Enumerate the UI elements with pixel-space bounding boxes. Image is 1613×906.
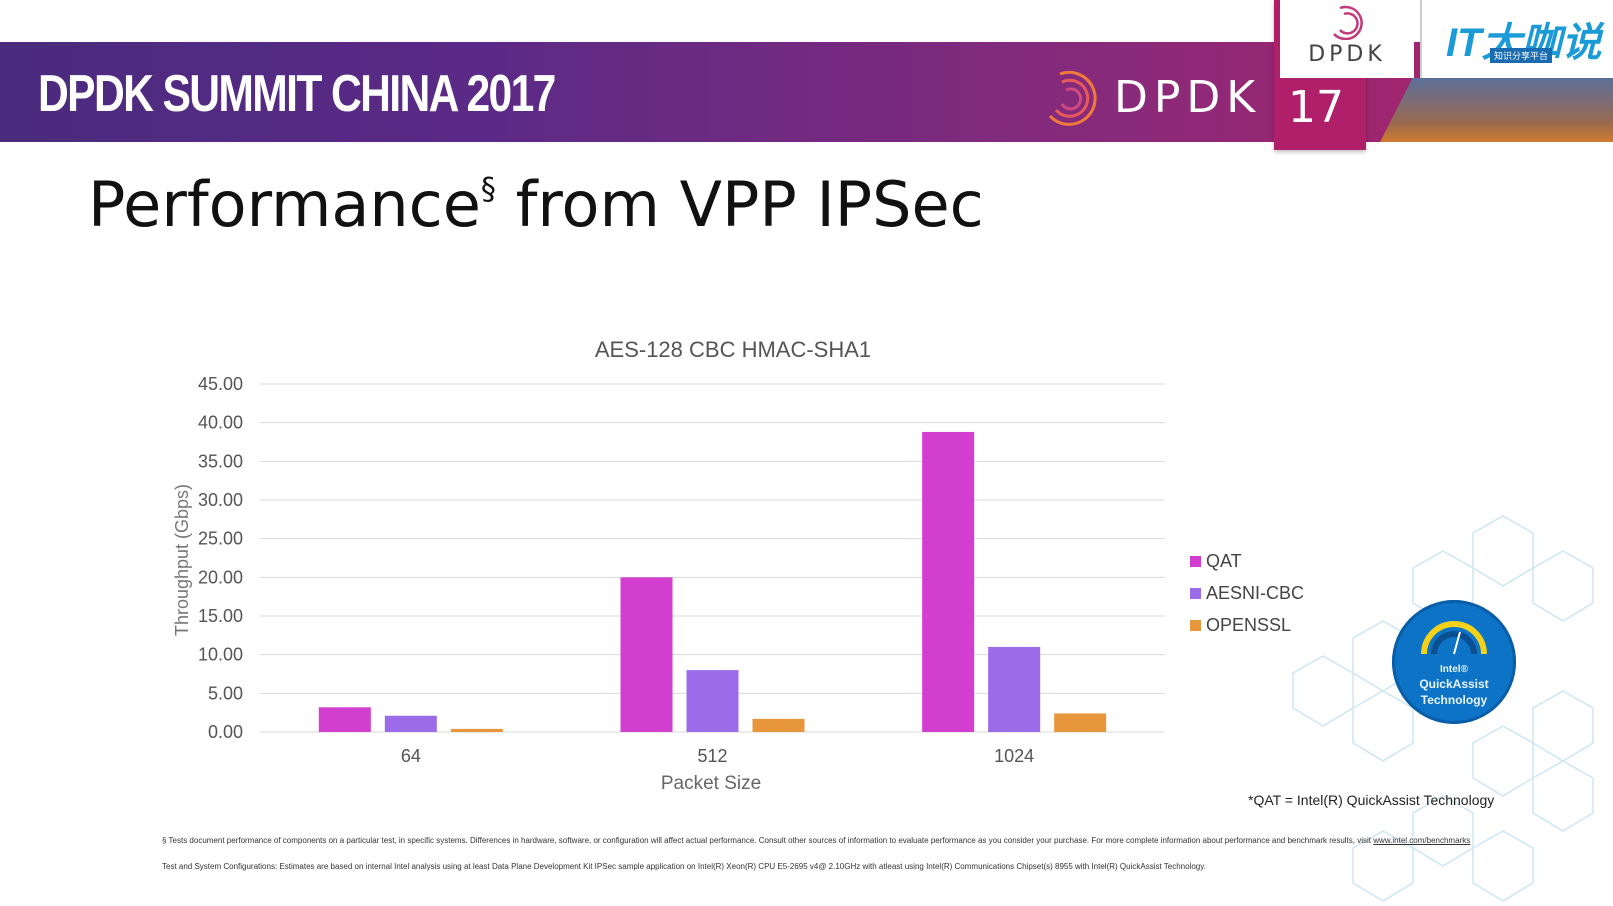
y-tick-label: 0.00 [208, 722, 243, 742]
slide-number-tab: DPDK 17 [1274, 0, 1414, 150]
tab-dpdk-text: DPDK [1308, 42, 1386, 67]
event-title: DPDK SUMMIT CHINA 2017 [38, 65, 556, 123]
bar-openssl-512 [752, 718, 805, 732]
bar-qat-512 [620, 577, 673, 732]
corner-logo-subtitle: 知识分享平台 [1490, 48, 1553, 63]
disclaimer-body: § Tests document performance of componen… [162, 836, 1374, 845]
it-dakashuo-logo: IT大咖说 知识分享平台 [1420, 0, 1613, 78]
speedometer-icon [1421, 621, 1487, 655]
quickassist-badge-text: Intel® QuickAssist Technology [1392, 664, 1516, 708]
badge-line2: QuickAssist [1419, 677, 1489, 691]
legend-swatch-openssl [1190, 619, 1201, 631]
benchmarks-link[interactable]: www.intel.com/benchmarks [1373, 836, 1471, 845]
dpdk-logo-icon [1048, 70, 1097, 126]
slide-title-rest: from VPP IPSec [495, 168, 984, 241]
y-tick-label: 45.00 [198, 374, 243, 394]
quickassist-badge: Intel® QuickAssist Technology [1392, 600, 1516, 724]
y-tick-label: 30.00 [198, 490, 243, 510]
y-tick-label: 40.00 [198, 413, 243, 433]
slide-title: Performance§ from VPP IPSec [88, 168, 984, 241]
legend-item-qat: QAT [1190, 545, 1304, 577]
dpdk-logo-text: DPDK [1114, 72, 1262, 123]
legend-item-openssl: OPENSSL [1190, 609, 1304, 641]
legend-label: AESNI-CBC [1206, 582, 1305, 603]
x-tick-label: 512 [697, 746, 727, 766]
x-tick-label: 1024 [994, 746, 1034, 766]
bar-openssl-64 [450, 728, 503, 732]
disclaimer-text: § Tests document performance of componen… [162, 836, 1482, 846]
x-tick-label: 64 [401, 746, 421, 766]
bar-qat-1024 [922, 431, 975, 732]
legend-swatch-qat [1190, 555, 1201, 567]
x-axis-label: Packet Size [661, 773, 761, 794]
bar-aesni-cbc-1024 [988, 646, 1041, 732]
bar-aesni-cbc-64 [384, 715, 437, 732]
y-tick-label: 5.00 [208, 683, 243, 703]
y-tick-label: 20.00 [198, 567, 243, 587]
bar-qat-64 [318, 707, 371, 732]
legend-label: OPENSSL [1206, 614, 1292, 635]
chart-title: AES-128 CBC HMAC-SHA1 [595, 337, 871, 362]
skyline-image [1380, 78, 1613, 142]
bar-aesni-cbc-512 [686, 670, 739, 732]
badge-line3: Technology [1420, 693, 1488, 707]
legend-label: QAT [1206, 550, 1242, 571]
slide-title-main: Performance [88, 168, 481, 241]
tab-logo-area: DPDK [1280, 0, 1414, 78]
badge-line1: Intel® [1440, 664, 1468, 675]
chart-legend: QAT AESNI-CBC OPENSSL [1190, 545, 1304, 641]
tab-dpdk-icon [1333, 5, 1363, 40]
test-configuration-text: Test and System Configurations: Estimate… [162, 862, 1206, 871]
dpdk-logo: DPDK [1040, 66, 1260, 126]
y-axis-label: Throughput (Gbps) [172, 484, 192, 636]
slide-title-superscript: § [480, 172, 496, 207]
y-tick-label: 10.00 [198, 645, 243, 665]
slide-number: 17 [1288, 82, 1344, 133]
y-tick-label: 35.00 [198, 451, 243, 471]
qat-footnote: *QAT = Intel(R) QuickAssist Technology [1248, 792, 1495, 808]
legend-swatch-aesni-cbc [1190, 587, 1201, 599]
legend-item-aesni-cbc: AESNI-CBC [1190, 577, 1304, 609]
y-tick-label: 15.00 [198, 606, 243, 626]
bar-openssl-1024 [1054, 713, 1107, 732]
y-tick-label: 25.00 [198, 529, 243, 549]
